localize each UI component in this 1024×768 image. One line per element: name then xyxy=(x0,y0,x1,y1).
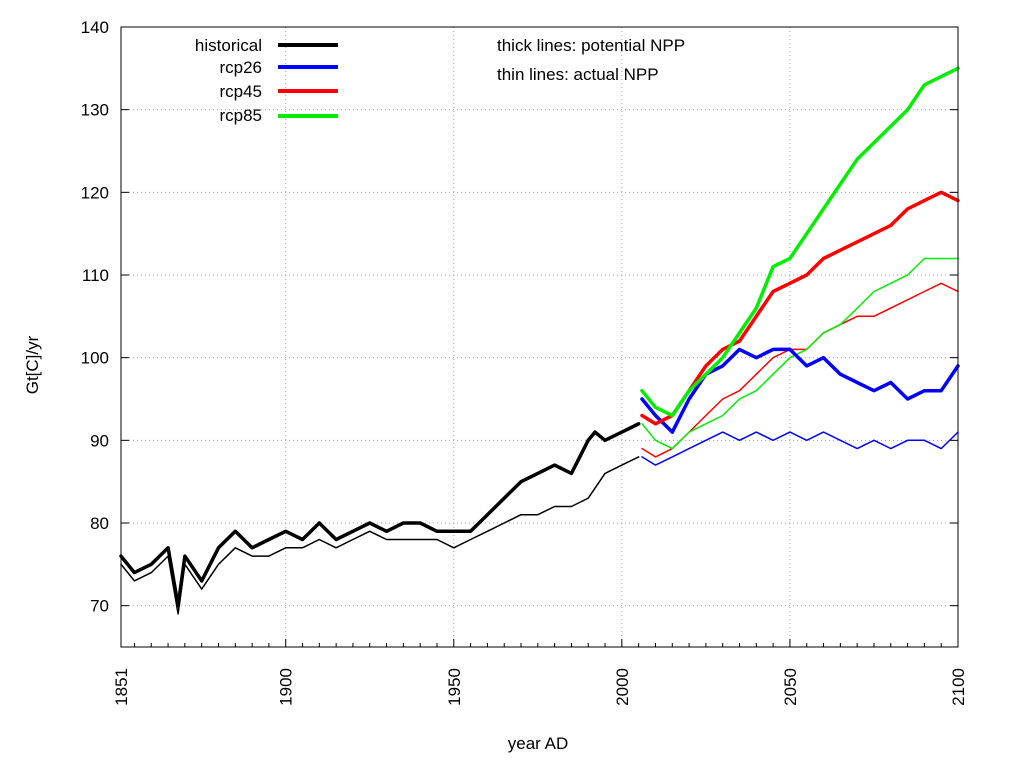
x-tick-labels: 1851 1900 1950 2000 2050 2100 xyxy=(112,668,968,706)
series-line-historical-thin xyxy=(120,456,640,615)
series-layer xyxy=(119,66,960,615)
legend-label-historical: historical xyxy=(195,36,262,55)
x-tick-label: 1900 xyxy=(277,668,296,706)
legend-label-rcp45: rcp45 xyxy=(219,82,262,101)
y-tick-label: 80 xyxy=(90,514,109,533)
y-tick-label: 90 xyxy=(90,431,109,450)
annotation-potential-npp: thick lines: potential NPP xyxy=(497,36,685,55)
y-tick-label: 70 xyxy=(90,597,109,616)
y-tick-label: 110 xyxy=(82,266,109,285)
series-line-rcp85-thin xyxy=(641,257,959,450)
y-tick-labels: 70 80 90 100 110 120 130 140 xyxy=(81,18,109,616)
series-line-rcp45-thin xyxy=(641,282,959,458)
series-line-rcp26-thin xyxy=(641,431,959,466)
legend: historical rcp26 rcp45 rcp85 xyxy=(195,36,338,125)
series-line-historical-thick xyxy=(119,422,641,608)
plot-frame xyxy=(120,26,959,648)
legend-label-rcp85: rcp85 xyxy=(219,106,262,125)
y-tick-label: 130 xyxy=(81,101,109,120)
x-tick-label: 2000 xyxy=(613,668,632,706)
series-line-rcp85-thick xyxy=(640,66,960,418)
minor-tick-layer xyxy=(133,643,942,647)
legend-label-rcp26: rcp26 xyxy=(219,58,262,77)
x-tick-label: 1851 xyxy=(112,668,131,706)
x-tick-label: 2100 xyxy=(949,668,968,706)
x-tick-label: 2050 xyxy=(781,668,800,706)
x-tick-label: 1950 xyxy=(445,668,464,706)
x-axis-title: year AD xyxy=(508,734,568,753)
y-tick-label: 140 xyxy=(81,18,109,37)
annotation-actual-npp: thin lines: actual NPP xyxy=(497,65,659,84)
y-tick-label: 100 xyxy=(81,349,109,368)
y-axis-title: Gt[C]/yr xyxy=(23,335,42,394)
y-tick-label: 120 xyxy=(81,183,109,202)
series-line-rcp26-thick xyxy=(640,347,960,434)
